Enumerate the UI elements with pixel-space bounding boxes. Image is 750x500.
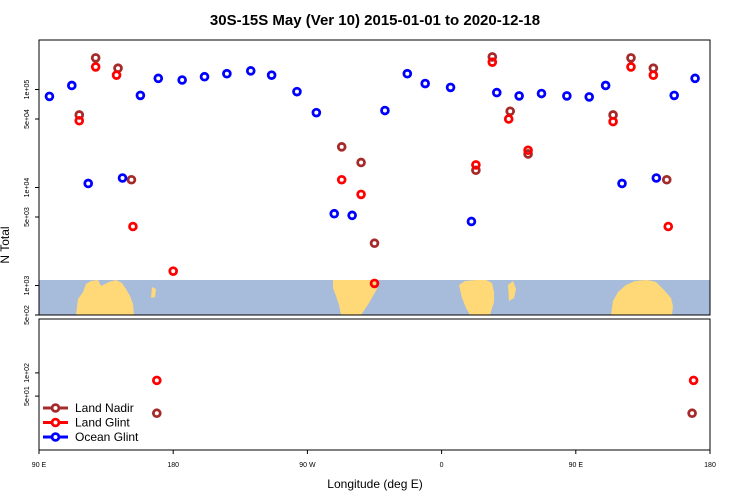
ocean-glint-point — [245, 66, 256, 76]
lower-plot-frame — [38, 318, 711, 451]
land-glint-point — [336, 174, 347, 185]
land-glint-point — [648, 70, 659, 80]
land-nadir-point — [126, 174, 137, 185]
legend-marker-land-glint — [50, 417, 61, 428]
ocean-glint-point — [584, 92, 595, 102]
ocean-glint-point — [67, 80, 77, 91]
australia — [611, 280, 673, 315]
ocean-glint-point — [536, 88, 547, 99]
land-nadir-point — [151, 408, 162, 419]
africa-landmass — [459, 280, 494, 315]
legend-marker-land-nadir — [50, 403, 61, 413]
madagascar-left — [151, 287, 156, 298]
ocean-glint-point — [177, 75, 187, 85]
x-axis-label: Longitude (deg E) — [327, 477, 422, 491]
land-glint-point — [471, 160, 481, 170]
y-tick-label-lower: 1e+02 — [24, 363, 31, 383]
ocean-glint-point — [562, 91, 572, 101]
land-nadir-point — [687, 408, 697, 419]
ocean-glint-point — [83, 178, 94, 189]
ocean-glint-point — [347, 210, 357, 221]
ocean-glint-point — [311, 107, 322, 118]
land-glint-point — [369, 278, 380, 289]
land-glint-point — [90, 62, 101, 72]
y-axis-label: N Total — [0, 226, 12, 263]
ocean-glint-point — [690, 73, 700, 84]
land-glint-point — [487, 57, 498, 67]
africa-landmass-left — [76, 280, 134, 315]
land-nadir-point — [487, 52, 498, 62]
land-glint-point — [503, 114, 514, 124]
legend-label-land-nadir: Land Nadir — [75, 401, 134, 415]
ocean-glint-point — [199, 71, 210, 82]
land-glint-point — [356, 189, 366, 200]
land-glint-point — [168, 266, 179, 276]
land-glint-point — [523, 145, 533, 156]
land-glint-point — [74, 115, 85, 126]
land-nadir-point — [661, 174, 672, 185]
x-tick-label: 180 — [704, 462, 716, 469]
y-tick-label-upper: 5e+03 — [24, 207, 31, 227]
world-map-band — [39, 280, 710, 315]
land-nadir-point — [336, 142, 347, 152]
land-nadir-point — [369, 238, 380, 249]
land-nadir-point — [356, 157, 366, 168]
land-glint-point — [111, 70, 122, 80]
x-tick-label: 0 — [440, 462, 444, 469]
x-tick-label: 90 W — [299, 462, 316, 469]
land-nadir-point — [471, 165, 481, 176]
x-tick-label: 90 E — [32, 462, 47, 469]
land-glint-point — [663, 221, 674, 232]
ocean-glint-point — [617, 178, 627, 189]
legend-label-land-glint: Land Glint — [75, 416, 130, 430]
land-glint-point — [608, 116, 618, 127]
ocean-glint-point — [445, 82, 456, 93]
land-glint-point — [626, 62, 636, 72]
ocean-glint-point — [466, 216, 477, 227]
ocean-glint-point — [153, 73, 164, 84]
ocean-glint-point — [135, 90, 146, 101]
ocean-glint-point — [651, 173, 662, 183]
ocean-glint-point — [402, 68, 413, 79]
land-nadir-point — [90, 53, 101, 63]
land-glint-point — [128, 221, 138, 232]
y-tick-label-upper: 5e+02 — [24, 305, 31, 325]
ocean-glint-point — [117, 173, 128, 183]
ocean-glint-point — [329, 208, 340, 219]
south-america — [333, 280, 377, 315]
ocean-glint-point — [44, 91, 55, 102]
ocean-glint-point — [600, 80, 611, 91]
x-tick-label: 90 E — [569, 462, 584, 469]
ocean-glint-point — [292, 86, 302, 97]
land-glint-point — [151, 375, 162, 386]
ocean-glint-point — [420, 78, 430, 89]
y-tick-label-upper: 1e+05 — [24, 80, 31, 100]
legend-marker-ocean-glint — [50, 432, 61, 442]
legend-label-ocean-glint: Ocean Glint — [75, 430, 139, 444]
ocean-glint-point — [266, 70, 277, 80]
ocean-glint-point — [491, 87, 502, 98]
ocean-glint-point — [380, 105, 390, 116]
y-tick-label-upper: 1e+04 — [24, 178, 31, 198]
y-tick-label-lower: 5e+01 — [24, 386, 31, 406]
x-tick-label: 180 — [167, 462, 179, 469]
chart-title: 30S-15S May (Ver 10) 2015-01-01 to 2020-… — [210, 12, 540, 29]
land-glint-point — [688, 375, 699, 386]
y-tick-label-upper: 5e+04 — [24, 109, 31, 129]
ocean-glint-point — [514, 91, 524, 101]
land-nadir-point — [523, 149, 533, 159]
ocean-glint-point — [669, 90, 680, 101]
land-nadir-point — [505, 106, 515, 117]
y-tick-label-upper: 1e+03 — [24, 276, 31, 296]
land-nadir-point — [626, 53, 636, 63]
upper-plot-frame — [38, 39, 711, 316]
madagascar — [508, 281, 516, 301]
ocean-glint-point — [222, 68, 232, 79]
